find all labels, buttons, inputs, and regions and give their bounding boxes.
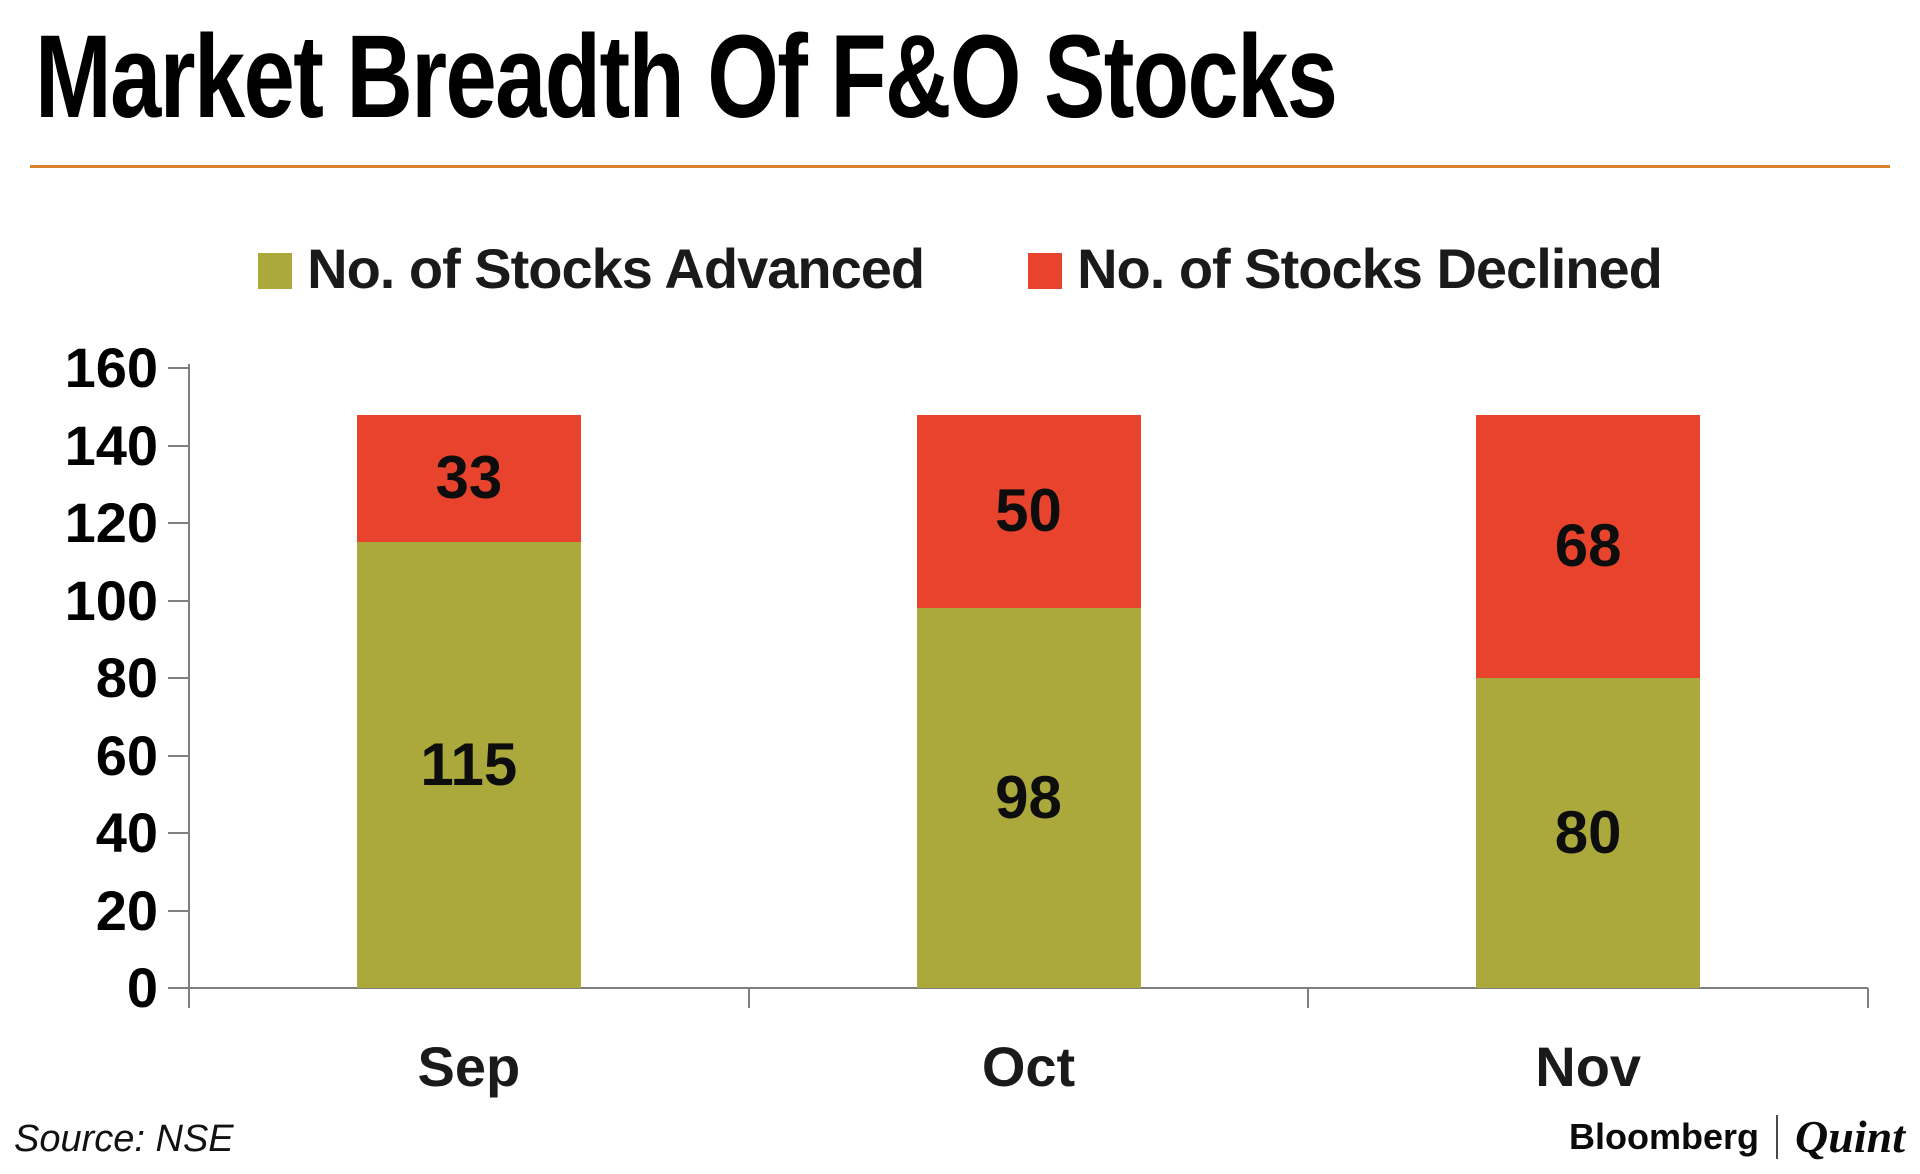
bar-segment-advanced-nov xyxy=(1476,678,1701,988)
y-axis-line xyxy=(188,364,190,1008)
y-axis-tick-label: 20 xyxy=(95,878,158,942)
y-axis-tick-label: 120 xyxy=(64,491,158,554)
y-axis-tick-mark xyxy=(168,677,189,679)
y-axis-tick-label: 40 xyxy=(95,801,158,864)
bloomberg-logo: Bloomberg xyxy=(1569,1115,1760,1157)
y-axis-tick-mark xyxy=(168,599,189,602)
y-axis-tick-mark xyxy=(168,909,189,912)
x-category-label-nov: Nov xyxy=(1535,1035,1642,1098)
title-separator-rule xyxy=(30,165,1890,168)
x-axis-tick-mark xyxy=(1867,988,1869,1008)
y-axis-tick-label: 140 xyxy=(64,413,158,477)
y-axis-tick-mark xyxy=(168,444,189,447)
bar-segment-advanced-sep xyxy=(356,542,581,988)
advanced-value-label: 80 xyxy=(1554,799,1622,866)
x-category-label-sep: Sep xyxy=(417,1035,521,1098)
x-category-label-oct: Oct xyxy=(981,1035,1076,1098)
y-axis-tick-label: 60 xyxy=(95,723,158,787)
x-axis-line xyxy=(172,987,1868,989)
y-axis-tick-label: 160 xyxy=(64,336,158,399)
y-axis-tick-mark xyxy=(168,754,189,757)
page-title: Market Breadth Of F&O Stocks xyxy=(35,11,1338,143)
declined-value-label: 50 xyxy=(995,477,1062,545)
y-axis-tick-mark xyxy=(168,832,189,834)
advanced-swatch-icon xyxy=(258,252,293,289)
brand-logo: Bloomberg Quint xyxy=(1569,1110,1905,1163)
chart-legend: No. of Stocks Advanced No. of Stocks Dec… xyxy=(0,236,1920,301)
bar-segment-declined-nov xyxy=(1476,414,1701,678)
legend-item-declined: No. of Stocks Declined xyxy=(1028,236,1663,301)
y-axis-tick-label: 80 xyxy=(95,646,158,709)
declined-value-label: 33 xyxy=(435,444,503,512)
x-axis-tick-mark xyxy=(1307,988,1310,1008)
declined-swatch-icon xyxy=(1028,252,1063,289)
bar-segment-declined-sep xyxy=(356,414,581,543)
bar-segment-declined-oct xyxy=(916,414,1141,609)
logo-divider xyxy=(1776,1114,1779,1159)
legend-label-declined: No. of Stocks Declined xyxy=(1077,237,1663,300)
y-axis-tick-mark xyxy=(168,522,189,524)
legend-item-advanced: No. of Stocks Advanced xyxy=(258,236,925,301)
advanced-value-label: 115 xyxy=(420,731,518,799)
legend-label-advanced: No. of Stocks Advanced xyxy=(307,237,925,300)
y-axis-tick-label: 0 xyxy=(126,956,158,1019)
advanced-value-label: 98 xyxy=(995,764,1062,832)
declined-value-label: 68 xyxy=(1554,512,1622,580)
bar-segment-advanced-oct xyxy=(916,608,1141,988)
source-note: Source: NSE xyxy=(14,1118,234,1160)
x-axis-tick-mark xyxy=(747,988,750,1008)
quint-logo: Quint xyxy=(1795,1111,1905,1162)
y-axis-tick-mark xyxy=(168,367,189,369)
y-axis-tick-label: 100 xyxy=(64,568,158,632)
